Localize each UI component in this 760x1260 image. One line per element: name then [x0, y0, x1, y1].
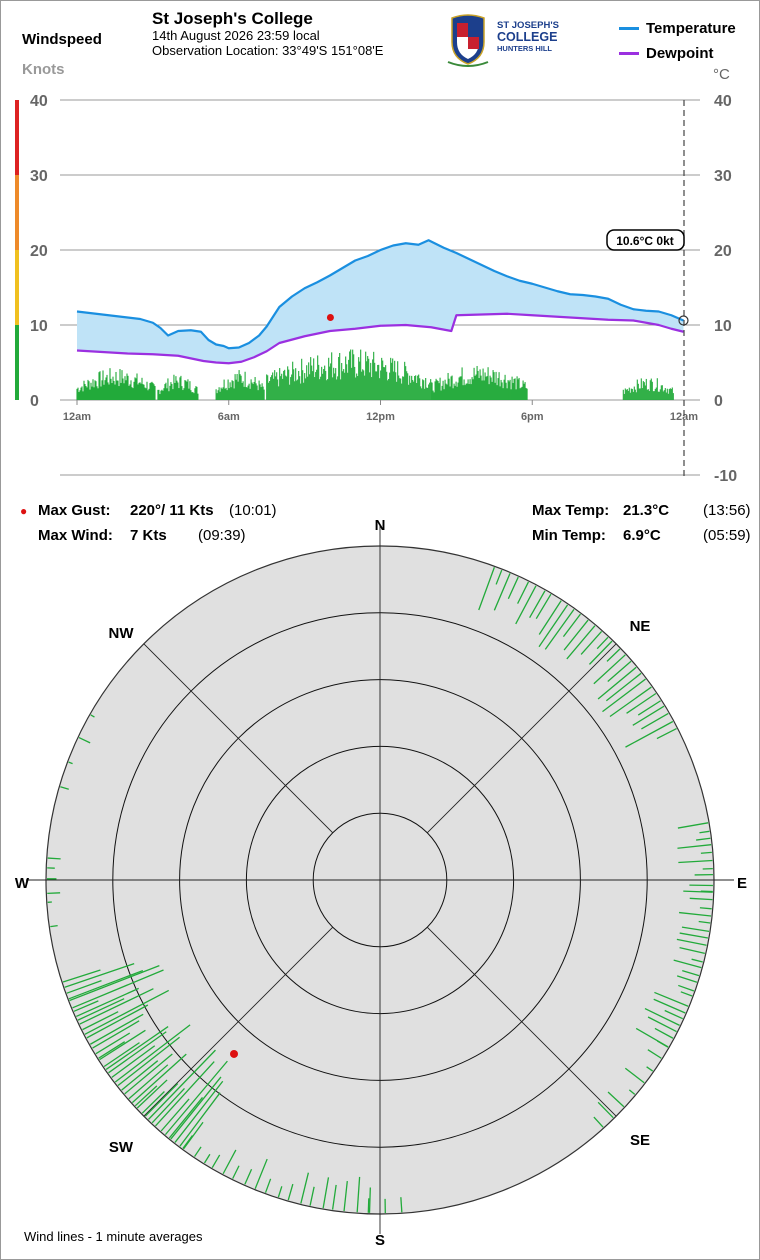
- temperature-line: [76, 239, 684, 350]
- wind-scale-band: [15, 325, 19, 400]
- x-axis-tick-label: 12pm: [366, 411, 395, 423]
- station-title: St Joseph's College: [152, 9, 313, 28]
- x-axis-tick-label: 12am: [63, 411, 91, 423]
- x-axis-tick-label: 12am: [670, 411, 698, 423]
- right-axis-tick-label: 40: [714, 93, 732, 110]
- timeseries-chart: Windspeed Knots °C 40 30 20 10 0 -10 40 30 20 10 0 12a…: [15, 31, 737, 485]
- max-wind-value: 7 Kts: [130, 527, 167, 544]
- left-axis-tick-label: 30: [30, 168, 48, 185]
- current-readout-box: [606, 229, 685, 251]
- legend-dewpoint-swatch: [619, 52, 639, 55]
- left-axis-tick-label: 20: [30, 243, 48, 260]
- max-temp-time: (13:56): [703, 502, 751, 519]
- dewpoint-line: [76, 312, 684, 365]
- temp-dewpoint-fill: [77, 240, 684, 364]
- right-axis-tick-label: -10: [714, 468, 737, 485]
- max-gust-label: Max Gust:: [38, 502, 111, 519]
- right-axis-tick-label: 20: [714, 243, 732, 260]
- x-axis-tick-label: 6am: [218, 411, 240, 423]
- max-temp-label: Max Temp:: [532, 502, 610, 519]
- legend-temperature-label: Temperature: [646, 20, 736, 37]
- wind-scale-band: [15, 100, 19, 175]
- wind-scale-band: [15, 250, 19, 325]
- max-temp-value: 21.3°C: [623, 502, 670, 519]
- min-temp-value: 6.9°C: [623, 527, 661, 544]
- logo-line2: COLLEGE: [497, 30, 557, 44]
- knots-unit-label: Knots: [22, 61, 65, 78]
- max-gust-value: 220°/ 11 Kts: [130, 502, 214, 519]
- min-temp-time: (05:59): [703, 527, 751, 544]
- legend-dewpoint-label: Dewpoint: [646, 45, 714, 62]
- right-axis-tick-label: 10: [714, 318, 732, 335]
- min-temp-label: Min Temp:: [532, 527, 606, 544]
- wind-scale-band: [15, 175, 19, 250]
- logo-line3: HUNTERS HILL: [497, 44, 552, 53]
- observation-location: Observation Location: 33°49'S 151°08'E: [152, 43, 384, 58]
- wind-bars: [76, 349, 674, 400]
- left-axis-tick-label: 0: [30, 393, 39, 410]
- left-axis-tick-label: 40: [30, 93, 48, 110]
- current-readout-text: 10.6°C 0kt: [616, 234, 674, 248]
- logo-line1: ST JOSEPH'S: [497, 20, 559, 31]
- max-gust-row: ●: [20, 502, 27, 519]
- max-wind-label: Max Wind:: [38, 527, 113, 544]
- x-axis-tick-label: 6pm: [521, 411, 544, 423]
- right-axis-tick-label: 30: [714, 168, 732, 185]
- max-wind-time: (09:39): [198, 527, 246, 544]
- max-gust-marker: [326, 314, 334, 321]
- college-logo: ST JOSEPH'S COLLEGE HUNTERS HILL: [446, 12, 566, 68]
- left-axis-tick-label: 10: [30, 318, 48, 335]
- right-axis-tick-label: 0: [714, 393, 723, 410]
- college-crest-icon: ST JOSEPH'S COLLEGE HUNTERS HILL: [447, 14, 559, 67]
- windspeed-axis-title: Windspeed: [22, 31, 102, 48]
- observation-datetime: 14th August 2026 23:59 local: [152, 28, 320, 43]
- current-temp-marker: [678, 315, 689, 326]
- legend-temperature-swatch: [619, 27, 639, 30]
- footnote: Wind lines - 1 minute averages: [24, 1229, 203, 1244]
- gust-dot-icon: ●: [20, 504, 28, 518]
- max-gust-time: (10:01): [229, 502, 277, 519]
- celsius-unit-label: °C: [713, 66, 730, 83]
